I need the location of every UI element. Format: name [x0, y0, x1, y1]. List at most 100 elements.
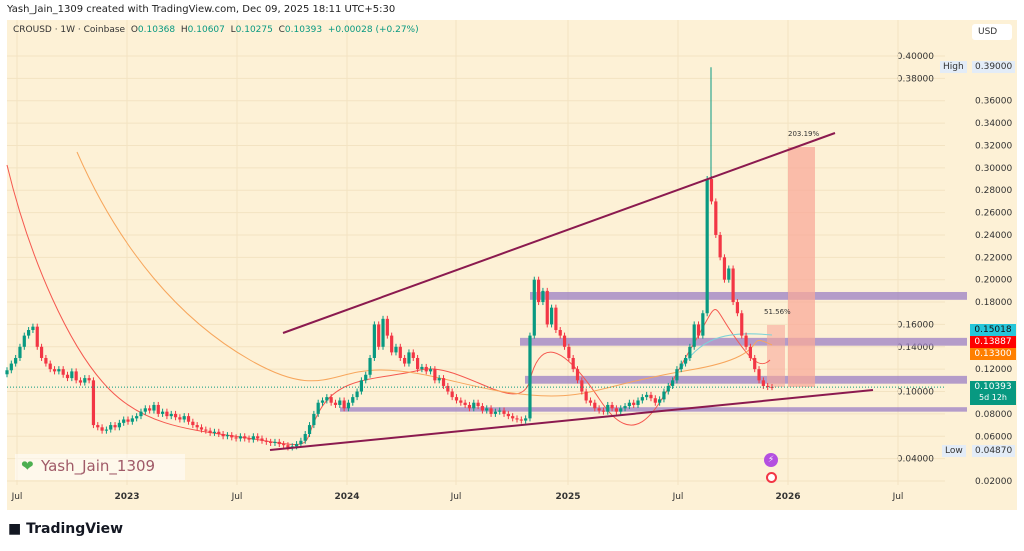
candle-body: [498, 410, 502, 412]
candle-body: [61, 369, 65, 375]
x-tick-label: Jul: [672, 492, 684, 502]
candle-body: [658, 399, 662, 403]
dividend-event-icon[interactable]: [766, 472, 777, 483]
ma-red-price-tag: 0.13887: [970, 336, 1016, 348]
y-tick-label: 0.04000: [897, 455, 934, 465]
candle-body: [377, 324, 381, 347]
candle-body: [316, 402, 320, 414]
candle-body: [390, 335, 394, 353]
candle-body: [372, 324, 376, 358]
candle-body: [748, 346, 752, 358]
candle-body: [571, 357, 575, 370]
candle-body: [528, 335, 532, 419]
small-projection-box: [767, 325, 785, 387]
candle-body: [722, 257, 727, 280]
candle-body: [381, 318, 385, 347]
candle-body: [407, 352, 411, 364]
candle-body: [415, 357, 420, 370]
upper-trendline: [282, 132, 836, 334]
candle-body: [243, 436, 247, 439]
candle-body: [364, 374, 368, 381]
candle-body: [342, 400, 346, 409]
candle-body: [191, 421, 195, 426]
candle-body: [467, 404, 472, 409]
candle-body: [294, 444, 299, 447]
candle-body: [554, 307, 558, 331]
candle-body: [122, 419, 126, 423]
change-value: +0.00028 (+0.27%): [327, 25, 419, 35]
candle-body: [636, 400, 640, 405]
ma-orange-line: [76, 151, 773, 397]
candle-body: [420, 366, 424, 370]
candle-body: [744, 335, 748, 347]
candle-body: [70, 371, 74, 379]
candle-body: [251, 436, 255, 440]
support-resistance-zone: [525, 375, 967, 384]
tradingview-logo: ■ TradingView: [8, 521, 123, 537]
candle-body: [333, 402, 338, 405]
candle-body: [91, 380, 96, 426]
candle-body: [260, 438, 264, 441]
candle-body: [696, 324, 701, 336]
bar-countdown: 5d 12h: [979, 393, 1007, 402]
candle-body: [727, 268, 731, 280]
candle-body: [195, 425, 199, 428]
candle-body: [39, 346, 44, 358]
candle-body: [541, 290, 545, 303]
x-tick-label: 2023: [114, 492, 139, 502]
lower-trendline: [269, 389, 874, 451]
candle-body: [269, 441, 273, 443]
candle-body: [178, 417, 182, 420]
high-label: H: [180, 25, 188, 35]
open-value: 0.10368: [137, 25, 176, 35]
support-resistance-zone: [340, 407, 967, 412]
candle-body: [753, 357, 757, 370]
x-tick-label: Jul: [450, 492, 462, 502]
candle-body: [48, 363, 52, 370]
y-tick-label: 0.22000: [975, 253, 1012, 263]
candle-body: [152, 404, 156, 411]
candle-body: [692, 324, 696, 347]
crypto-event-icon[interactable]: ⚡: [764, 453, 778, 467]
candle-body: [148, 408, 152, 411]
candle-body: [126, 419, 130, 422]
candle-body: [186, 416, 191, 422]
candle-body: [238, 436, 242, 439]
candle-body: [575, 369, 580, 381]
candle-body: [472, 402, 476, 409]
y-tick-label: 0.26000: [975, 209, 1012, 219]
candle-body: [446, 385, 450, 392]
candle-body: [44, 357, 48, 364]
support-resistance-zone: [520, 337, 967, 346]
candle-body: [83, 378, 87, 383]
currency-button[interactable]: USD: [972, 24, 1012, 40]
candle-body: [679, 363, 683, 370]
candle-body: [735, 302, 740, 314]
candle-body: [701, 313, 705, 336]
candle-body: [562, 335, 567, 347]
candle-body: [74, 371, 78, 381]
high-price-tag: 0.39000: [972, 61, 1016, 73]
candle-body: [139, 411, 143, 417]
candle-body: [493, 411, 497, 414]
candle-body: [433, 369, 437, 381]
chart-area[interactable]: [7, 20, 1017, 510]
y-tick-label: 0.30000: [975, 164, 1012, 174]
candle-body: [584, 391, 588, 401]
low-price-tag: 0.04870: [972, 445, 1016, 457]
low-value: 0.10275: [235, 25, 273, 35]
y-tick-label: 0.16000: [897, 320, 934, 330]
candle-body: [394, 346, 398, 353]
candle-body: [338, 400, 342, 405]
candle-body: [515, 418, 519, 420]
candle-body: [705, 179, 709, 314]
x-tick-label: Jul: [11, 492, 23, 502]
candle-body: [424, 366, 428, 372]
candle-body: [489, 408, 493, 414]
candle-body: [757, 369, 761, 381]
candle-body: [740, 313, 744, 336]
candle-body: [688, 346, 692, 358]
candle-body: [524, 418, 528, 421]
candle-body: [221, 434, 225, 437]
